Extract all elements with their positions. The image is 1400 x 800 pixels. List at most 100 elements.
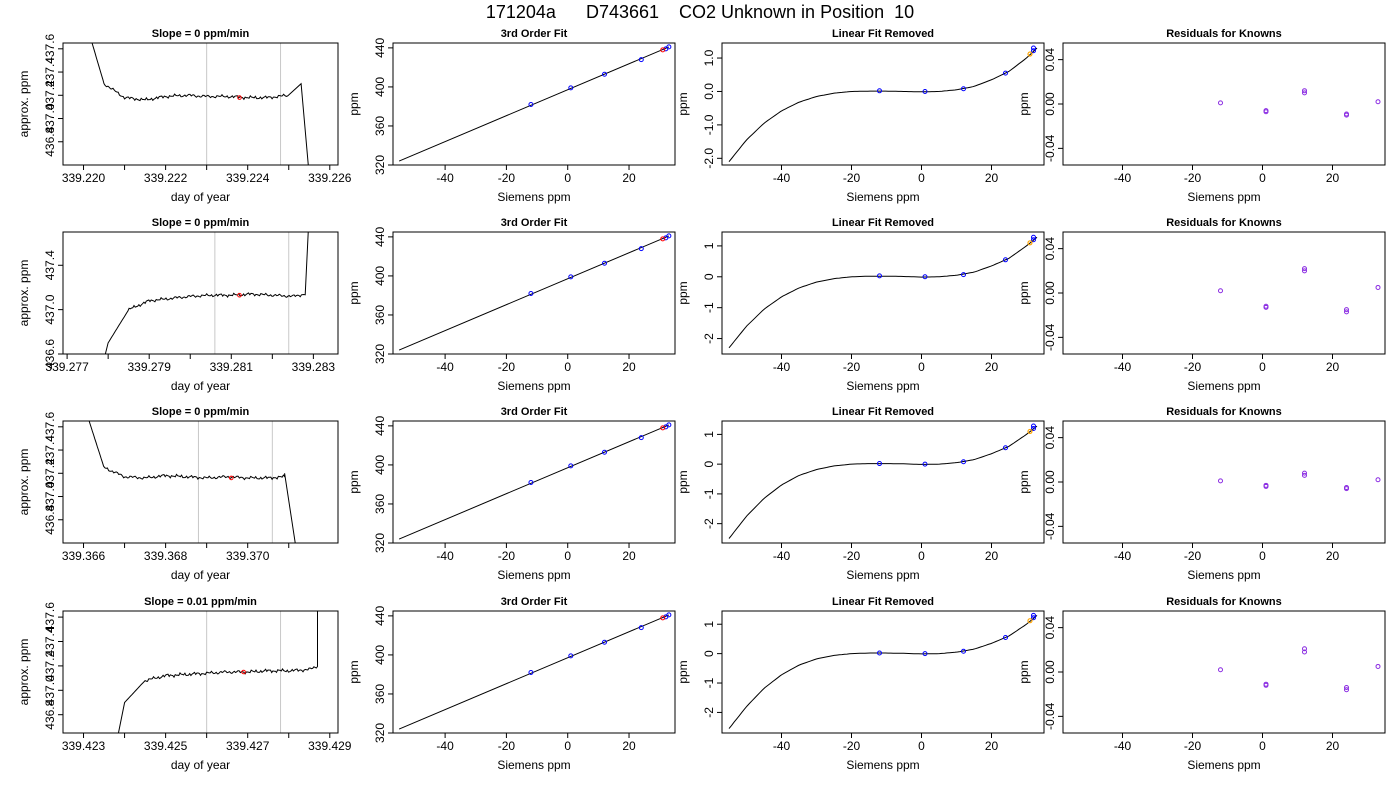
known-point [961, 459, 966, 465]
residual-point [1344, 687, 1349, 693]
x-tick-label: -20 [1184, 739, 1202, 753]
y-tick-label: 0 [702, 273, 716, 280]
y-axis-label: ppm [347, 470, 361, 493]
cubic-residual-curve [728, 615, 1038, 729]
known-point [602, 639, 607, 645]
axes-box [62, 231, 339, 355]
x-tick-label: -20 [843, 360, 861, 374]
x-tick-label: 0 [564, 360, 571, 374]
y-tick-label: 0 [702, 650, 716, 657]
known-point [1003, 634, 1008, 640]
average-marker [241, 669, 246, 675]
y-tick-label: -2.0 [702, 148, 716, 169]
x-tick-label: 339.370 [226, 549, 270, 563]
axes-box [62, 610, 339, 734]
y-tick-label: 436.8 [43, 699, 57, 729]
residual-point [1375, 477, 1381, 483]
plot-area [88, 421, 296, 543]
known-point [922, 461, 928, 467]
x-tick-label: 339.222 [144, 171, 188, 185]
plot-area [1218, 646, 1381, 693]
y-tick-label: -1 [702, 677, 716, 688]
axes-box [1062, 42, 1386, 166]
residual-point [1302, 649, 1307, 655]
y-tick-label: 437.2 [43, 80, 57, 110]
y-tick-label: 0.04 [1043, 237, 1057, 261]
x-tick-label: 339.366 [62, 549, 106, 563]
x-tick-label: 20 [985, 171, 999, 185]
y-axis-label: ppm [347, 92, 361, 115]
x-tick-label: 0 [1259, 549, 1266, 563]
x-tick-label: -20 [498, 739, 516, 753]
residual-point [1302, 470, 1307, 476]
y-tick-label: 360 [373, 305, 387, 325]
plot-area [398, 422, 672, 540]
x-tick-label: 20 [1326, 360, 1340, 374]
x-tick-label: 0 [1259, 171, 1266, 185]
y-tick-label: -2 [702, 333, 716, 344]
known-point [568, 653, 574, 659]
known-point [1031, 612, 1036, 618]
unknown-point [660, 615, 666, 621]
known-point [877, 273, 882, 279]
y-tick-label: 436.8 [43, 126, 57, 156]
plot-area [728, 45, 1038, 163]
plot-area [728, 612, 1038, 729]
y-tick-label: 0.0 [702, 83, 716, 100]
x-axis-label: Siemens ppm [846, 379, 919, 393]
known-point [1031, 45, 1036, 51]
known-point [1031, 423, 1036, 429]
residual-point [1302, 90, 1307, 96]
y-tick-label: 437.4 [43, 250, 57, 280]
plot-area [728, 234, 1038, 349]
y-tick-label: 1 [702, 621, 716, 628]
residual-point [1263, 109, 1269, 115]
known-point [961, 86, 966, 92]
x-tick-label: 20 [985, 549, 999, 563]
residual-point [1344, 112, 1349, 118]
y-tick-label: 400 [373, 645, 387, 665]
plot-area [398, 612, 672, 730]
y-axis-label: ppm [347, 660, 361, 683]
y-tick-label: 360 [373, 494, 387, 514]
y-tick-label: -0.04 [1043, 512, 1057, 540]
known-point [568, 274, 574, 280]
x-tick-label: -40 [773, 171, 791, 185]
x-tick-label: 20 [622, 549, 636, 563]
panel-title: Slope = 0.01 ppm/min [144, 596, 257, 608]
x-tick-label: 20 [1326, 739, 1340, 753]
y-tick-label: 0.00 [1043, 92, 1057, 116]
y-tick-label: 320 [373, 155, 387, 175]
panel-fit-row2: 3rd Order Fit -40 -20 0 20 320 360 400 440 Siemen… [347, 406, 676, 582]
known-point [602, 449, 607, 455]
axes-box [1062, 420, 1386, 544]
x-tick-label: -40 [773, 549, 791, 563]
x-tick-label: -40 [436, 739, 454, 753]
x-tick-label: -20 [498, 171, 516, 185]
x-tick-label: -40 [436, 171, 454, 185]
y-tick-label: 0 [702, 460, 716, 467]
x-axis-label: Siemens ppm [497, 190, 570, 204]
panel-title: 3rd Order Fit [501, 28, 568, 40]
x-tick-label: 339.226 [308, 171, 352, 185]
known-point [568, 463, 574, 469]
y-axis-label: approx. ppm [17, 71, 31, 138]
x-axis-label: day of year [171, 568, 230, 582]
residual-point [1375, 284, 1381, 290]
residual-point [1302, 266, 1307, 272]
y-tick-label: 436.6 [43, 339, 57, 369]
x-axis-label: day of year [171, 379, 230, 393]
known-point [666, 233, 672, 239]
known-point [638, 435, 644, 441]
x-tick-label: 339.283 [292, 360, 336, 374]
x-tick-label: -40 [1114, 739, 1132, 753]
y-tick-label: 360 [373, 684, 387, 704]
x-tick-label: 0 [918, 739, 925, 753]
residual-point [1218, 288, 1223, 294]
known-point [1031, 234, 1036, 240]
plot-area [1218, 88, 1381, 118]
y-tick-label: -2 [702, 707, 716, 718]
y-tick-label: -0.04 [1043, 702, 1057, 730]
x-tick-label: -40 [773, 360, 791, 374]
